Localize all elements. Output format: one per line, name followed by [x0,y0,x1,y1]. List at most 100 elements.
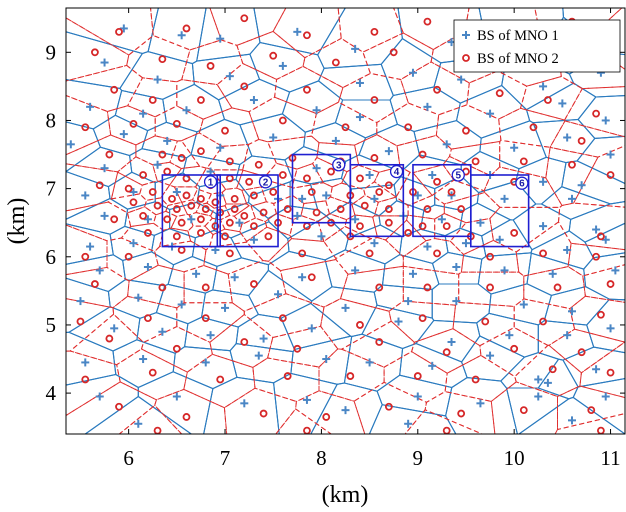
mno2-point [568,160,576,169]
voronoi-cell [66,171,111,220]
mno1-point [486,109,495,118]
mno1-point [81,358,90,367]
mno2-point [259,409,268,418]
voronoi-cell [381,254,440,290]
mno2-point [182,24,191,33]
mno2-point [283,205,292,213]
voronoi-cell [431,283,492,324]
mno1-point [153,75,162,84]
voronoi-cell [498,107,566,148]
mno1-point [500,266,509,275]
mno1-point [235,218,244,227]
voronoi-cell [300,200,330,223]
voronoi-cell [353,381,428,434]
mno2-point [447,188,456,196]
voronoi-cell [407,194,445,220]
mno1-point [370,239,379,248]
mno2-point [240,14,249,23]
voronoi-cell [198,107,260,147]
voronoi-cell [236,30,306,80]
mno2-point [307,273,316,282]
legend-label-mno1: BS of MNO 1 [477,28,559,44]
voronoi-cell [562,346,625,388]
mno1-point [404,297,413,306]
mno2-point [225,249,234,258]
mno2-point [269,51,278,60]
mno1-point [370,194,379,203]
mno1-point [592,365,601,374]
mno1-point [119,24,128,33]
mno1-point [404,419,413,428]
mno2-point [201,314,210,323]
voronoi-cell [583,252,625,301]
mno1-point [139,355,148,364]
mno1-point [539,177,548,186]
mno2-point [404,229,413,237]
mno2-point [360,201,369,210]
mno2-point [423,17,432,26]
voronoi-cell [126,206,157,228]
zone-2: 2 [216,174,279,248]
mno2-point [177,246,186,254]
mno1-point [172,392,181,401]
mno2-point [587,406,596,415]
voronoi-cell [442,155,492,192]
mno2-point [216,375,225,384]
voronoi-cell [165,201,189,217]
mno2-point [264,232,273,241]
legend-circle-icon [462,54,470,62]
mno2-point [510,344,519,353]
x-axis-label: (km) [322,482,369,508]
mno2-point [172,344,181,353]
mno2-point [346,372,355,380]
mno2-point [519,157,528,166]
voronoi-cell [537,320,595,361]
mno1-point [355,113,364,122]
mno2-point [597,426,605,434]
mno1-point [351,266,360,275]
mno2-point [336,205,345,213]
mno2-point [211,222,220,231]
mno2-point [384,205,393,213]
mno1-point [177,300,186,309]
voronoi-cell [84,395,193,434]
y-tick-label: 7 [46,177,57,201]
mno2-point [76,317,85,326]
zone-rect [349,163,405,238]
voronoi-cell [302,37,372,89]
mno2-point [356,222,364,231]
voronoi-cell [548,328,625,374]
mno2-point [115,402,123,411]
mno1-point [182,106,191,115]
mno2-point [457,409,466,418]
voronoi-cell [582,264,625,303]
mno1-point [81,191,90,200]
legend-box [453,19,621,73]
mno2-point [331,58,340,67]
mno1-point [192,269,201,278]
mno2-point [245,177,254,186]
mno1-point [495,235,504,244]
mno2-point [404,123,413,132]
mno2-point [172,119,181,128]
mno1-point [139,109,148,118]
mno1-point [423,102,432,111]
voronoi-cell [460,335,526,382]
voronoi-cell [206,143,250,171]
voronoi-cell [248,96,317,143]
voronoi-cell [281,80,344,133]
mno1-point [317,232,326,241]
mno1-point [177,31,186,40]
voronoi-cell [221,187,248,205]
zone-label: 2 [263,177,269,188]
voronoi-cell [137,371,214,434]
mno1-point [476,218,485,227]
voronoi-cell [223,387,297,434]
mno1-point [254,351,263,360]
mno1-point [606,324,615,333]
mno1-point [447,337,456,346]
mno1-point [293,211,302,220]
voronoi-cell [335,236,404,275]
voronoi-cell [393,176,436,211]
mno1-point [110,324,119,333]
